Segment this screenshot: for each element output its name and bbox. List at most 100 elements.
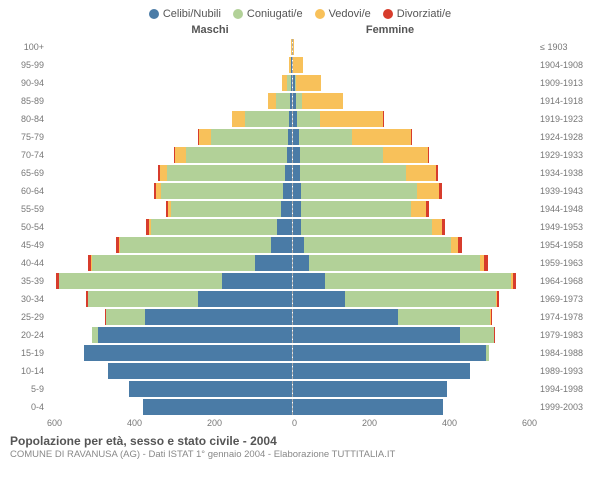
pyramid-row: 5-91994-1998 [4, 380, 596, 398]
bar-segment [268, 93, 276, 109]
bar-segment [301, 219, 431, 235]
bar-male [47, 111, 292, 127]
bar-segment [276, 93, 290, 109]
bar-segment [167, 165, 285, 181]
bar-segment [293, 363, 470, 379]
bar-male [47, 147, 292, 163]
x-tick: 200 [362, 418, 377, 428]
birth-year-label: 1904-1908 [537, 60, 596, 70]
age-label: 40-44 [4, 258, 47, 268]
bar-male [47, 183, 292, 199]
bar-segment [486, 345, 489, 361]
birth-year-label: 1994-1998 [537, 384, 596, 394]
bar-segment [293, 345, 487, 361]
bar-segment [143, 399, 292, 415]
bar-female [292, 237, 538, 253]
bar-segment [432, 219, 442, 235]
bar-male [47, 75, 292, 91]
birth-year-label: 1989-1993 [537, 366, 596, 376]
x-tick: 400 [127, 418, 142, 428]
bar-segment [460, 327, 495, 343]
age-label: 85-89 [4, 96, 47, 106]
header-male: Maschi [120, 24, 300, 36]
bar-segment [293, 57, 303, 73]
bar-female [292, 291, 538, 307]
pyramid-row: 0-41999-2003 [4, 398, 596, 416]
age-label: 45-49 [4, 240, 47, 250]
birth-year-label: 1919-1923 [537, 114, 596, 124]
bar-segment [320, 111, 383, 127]
bar-female [292, 75, 538, 91]
bar-segment [232, 111, 244, 127]
bar-female [292, 381, 538, 397]
birth-year-label: 1909-1913 [537, 78, 596, 88]
bar-segment [304, 237, 451, 253]
bar-male [47, 39, 292, 55]
pyramid-row: 25-291974-1978 [4, 308, 596, 326]
age-label: 80-84 [4, 114, 47, 124]
x-axis: 6004002000 0200400600 [4, 416, 596, 428]
pyramid-row: 10-141989-1993 [4, 362, 596, 380]
bar-segment [442, 219, 445, 235]
bar-male [47, 381, 292, 397]
y-axis-left-title: Fasce di età [0, 153, 2, 210]
bar-segment [293, 381, 448, 397]
bar-segment [106, 309, 145, 325]
pyramid-row: 65-691934-1938 [4, 164, 596, 182]
bar-segment [293, 39, 295, 55]
bar-male [47, 309, 292, 325]
bar-segment [245, 111, 290, 127]
age-label: 25-29 [4, 312, 47, 322]
bar-female [292, 201, 538, 217]
x-tick: 600 [47, 418, 62, 428]
birth-year-label: 1964-1968 [537, 276, 596, 286]
bar-segment [300, 147, 384, 163]
bar-segment [428, 147, 429, 163]
bar-segment [59, 273, 222, 289]
bar-male [47, 237, 292, 253]
age-label: 15-19 [4, 348, 47, 358]
bar-male [47, 273, 292, 289]
bar-male [47, 93, 292, 109]
birth-year-label: 1929-1933 [537, 150, 596, 160]
legend-item: Celibi/Nubili [149, 8, 221, 20]
birth-year-label: ≤ 1903 [537, 42, 596, 52]
bar-male [47, 327, 292, 343]
bar-segment [398, 309, 490, 325]
pyramid-row: 60-641939-1943 [4, 182, 596, 200]
bar-male [47, 219, 292, 235]
pyramid-row: 85-891914-1918 [4, 92, 596, 110]
bar-segment [383, 147, 428, 163]
bar-male [47, 165, 292, 181]
birth-year-label: 1959-1963 [537, 258, 596, 268]
bar-female [292, 39, 538, 55]
legend-item: Coniugati/e [233, 8, 303, 20]
bar-female [292, 399, 538, 415]
x-tick: 400 [442, 418, 457, 428]
bar-segment [426, 201, 429, 217]
bar-segment [161, 183, 283, 199]
bar-female [292, 327, 538, 343]
age-label: 60-64 [4, 186, 47, 196]
bar-female [292, 183, 538, 199]
bar-segment [436, 165, 438, 181]
bar-segment [513, 273, 516, 289]
bar-male [47, 399, 292, 415]
bar-segment [345, 291, 496, 307]
age-label: 50-54 [4, 222, 47, 232]
legend-label: Celibi/Nubili [163, 8, 221, 20]
bar-segment [301, 183, 417, 199]
bar-segment [293, 183, 301, 199]
bar-segment [411, 201, 426, 217]
bar-segment [293, 291, 346, 307]
x-tick: 600 [522, 418, 537, 428]
x-tick: 0 [292, 418, 297, 428]
birth-year-label: 1979-1983 [537, 330, 596, 340]
bar-segment [281, 201, 291, 217]
birth-year-label: 1999-2003 [537, 402, 596, 412]
bar-segment [92, 255, 255, 271]
column-headers: Maschi Femmine [0, 24, 600, 38]
bar-segment [277, 219, 291, 235]
bar-segment [293, 147, 300, 163]
pyramid-row: 80-84 1919-1923 [4, 110, 596, 128]
